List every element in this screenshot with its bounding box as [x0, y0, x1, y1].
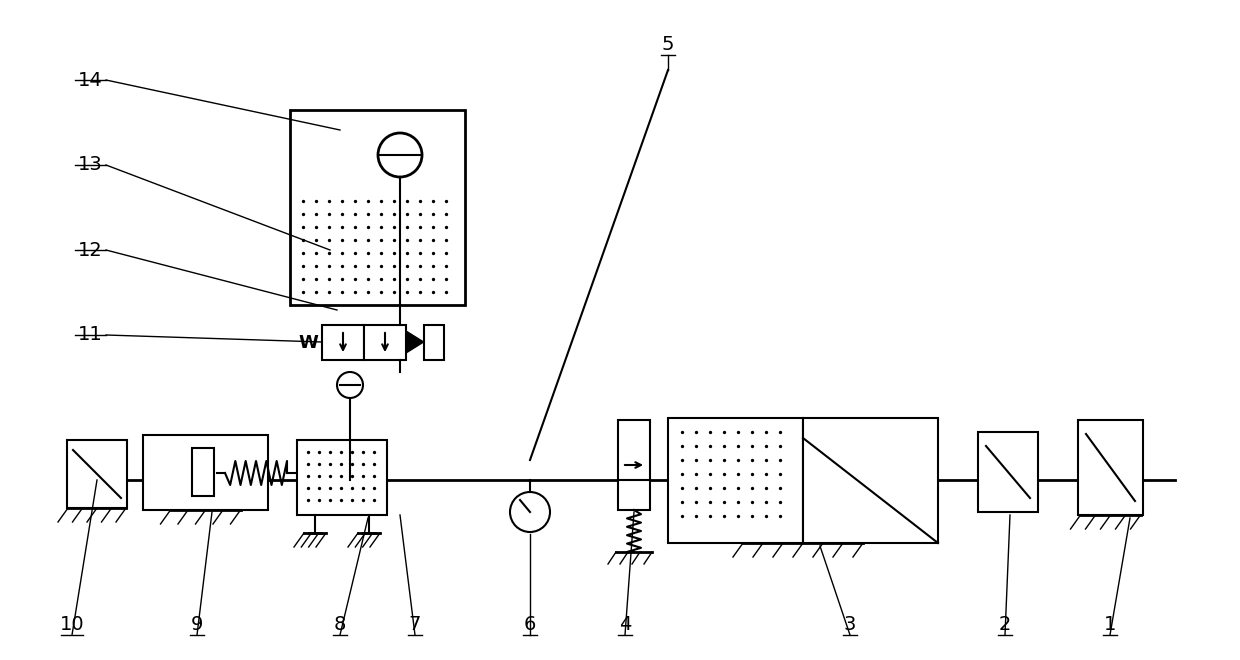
- Text: 2: 2: [998, 616, 1011, 634]
- Bar: [67, 440, 126, 508]
- Text: 12: 12: [78, 240, 103, 259]
- Text: 8: 8: [334, 616, 346, 634]
- Bar: [618, 420, 650, 510]
- Text: 9: 9: [191, 616, 203, 634]
- Text: 6: 6: [523, 616, 536, 634]
- Text: 11: 11: [78, 325, 103, 345]
- Text: 5: 5: [662, 36, 675, 55]
- Bar: [365, 325, 405, 360]
- Bar: [143, 435, 268, 510]
- Circle shape: [510, 492, 551, 532]
- Text: 7: 7: [409, 616, 422, 634]
- Circle shape: [378, 133, 422, 177]
- Text: 13: 13: [78, 156, 103, 174]
- Text: 3: 3: [843, 616, 856, 634]
- Text: 14: 14: [78, 71, 103, 90]
- Text: 10: 10: [60, 616, 84, 634]
- Bar: [978, 432, 1038, 512]
- Text: 4: 4: [619, 616, 631, 634]
- Bar: [424, 325, 444, 360]
- Bar: [804, 418, 937, 543]
- Polygon shape: [405, 331, 424, 353]
- Circle shape: [337, 372, 363, 398]
- Bar: [298, 440, 387, 515]
- Bar: [192, 448, 215, 496]
- Bar: [322, 325, 365, 360]
- Bar: [668, 418, 804, 543]
- Text: W: W: [298, 333, 317, 352]
- Bar: [290, 110, 465, 305]
- Bar: [1078, 420, 1143, 515]
- Text: 1: 1: [1104, 616, 1116, 634]
